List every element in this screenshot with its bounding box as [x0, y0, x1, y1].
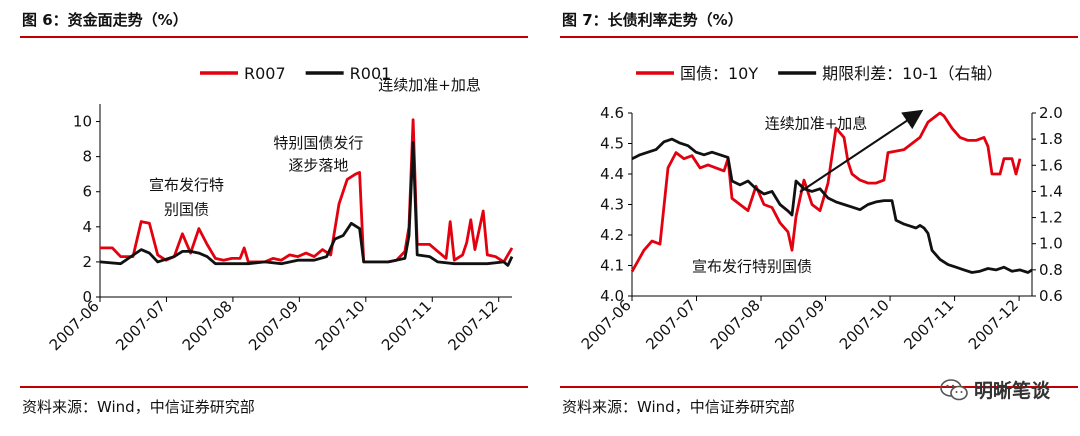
- right-x-tick-label: 2007-07: [642, 296, 699, 353]
- right-x-tick-label: 2007-08: [707, 296, 764, 353]
- right-y-right-tick-label: 1.8: [1039, 130, 1063, 148]
- right-chart-source: 资料来源：Wind，中信证券研究部: [562, 398, 795, 416]
- right-chart-panel: 图 7：长债利率走势（%） 4.0 4.1 4.2 4.3 4.4 4.5 4.6 0.6 0.…: [556, 0, 1080, 436]
- right-x-tick-label: 2007-09: [771, 296, 828, 353]
- left-legend-label-2: R001: [350, 64, 392, 83]
- right-y-right-tick-label: 2.0: [1039, 104, 1063, 122]
- left-series-line-2: [99, 141, 514, 267]
- left-y-tick-label: 0: [82, 288, 92, 306]
- right-series-line-2: [631, 137, 1033, 274]
- right-y-tick-label: 4.1: [600, 257, 624, 275]
- left-x-tick-label: 2007-12: [444, 297, 501, 354]
- right-chart-svg: 4.0 4.1 4.2 4.3 4.4 4.5 4.6 0.6 0.8 1.0 1.2 1.4 1.6 1…: [578, 64, 1063, 353]
- left-series-line-1: [100, 118, 514, 264]
- right-annotation-1: 连续加准+加息: [765, 114, 868, 132]
- left-x-tick-label: 2007-08: [179, 297, 236, 354]
- left-y-tick-label: 8: [82, 148, 92, 166]
- left-annotation-5: 别国债: [164, 201, 209, 219]
- right-trend-arrow: [799, 109, 924, 193]
- right-y-right-tick-label: 1.6: [1039, 156, 1063, 174]
- right-y-right-tick-label: 0.8: [1039, 261, 1063, 279]
- left-x-tick-label: 2007-09: [245, 297, 302, 354]
- left-y-tick-label: 10: [73, 113, 92, 131]
- left-title-divider: [20, 36, 528, 38]
- right-series-line-1: [630, 111, 1022, 273]
- left-chart-panel: 图 6：资金面走势（%） 0 2 4 6 8 10 2007-06 2007-07 2007-0…: [0, 0, 530, 436]
- right-legend-label-1: 国债：10Y: [680, 64, 758, 83]
- right-y-right-tick-label: 0.6: [1039, 287, 1063, 305]
- left-annotation-3: 逐步落地: [288, 157, 348, 175]
- right-y-right-tick-label: 1.4: [1039, 182, 1063, 200]
- left-chart-title: 图 6：资金面走势（%）: [22, 11, 188, 29]
- watermark-text: 明晰笔谈: [973, 380, 1050, 402]
- right-y-right-tick-label: 1.0: [1039, 235, 1063, 253]
- right-y-tick-label: 4.4: [600, 165, 624, 183]
- left-annotation-1: 连续加准+加息: [378, 76, 481, 94]
- right-annotation-2: 宣布发行特别国债: [692, 258, 812, 276]
- right-y-tick-label: 4.6: [600, 104, 624, 122]
- left-x-tick-label: 2007-10: [312, 297, 369, 354]
- left-chart-source: 资料来源：Wind，中信证券研究部: [22, 398, 255, 416]
- right-x-tick-label: 2007-11: [900, 296, 957, 353]
- right-y-tick-label: 4.2: [600, 226, 624, 244]
- left-annotation-4: 宣布发行特: [149, 176, 224, 194]
- right-legend-label-2: 期限利差：10-1（右轴）: [822, 64, 1002, 83]
- right-title-divider: [560, 36, 1078, 38]
- left-y-tick-label: 2: [82, 253, 92, 271]
- right-y-tick-label: 4.5: [600, 135, 624, 153]
- left-annotation-2: 特别国债发行: [273, 134, 363, 152]
- left-source-divider: [20, 386, 528, 388]
- wechat-icon: [940, 378, 968, 400]
- right-x-tick-label: 2007-12: [965, 296, 1022, 353]
- right-x-tick-label: 2007-10: [836, 296, 893, 353]
- left-y-tick-label: 6: [82, 183, 92, 201]
- right-y-right-tick-label: 1.2: [1039, 209, 1063, 227]
- right-source-divider: [560, 386, 1078, 388]
- right-chart-title: 图 7：长债利率走势（%）: [562, 11, 743, 29]
- left-x-tick-label: 2007-11: [378, 297, 435, 354]
- right-y-tick-label: 4.3: [600, 196, 624, 214]
- right-y-tick-label: 4.0: [600, 287, 624, 305]
- left-x-tick-label: 2007-07: [112, 297, 169, 354]
- left-legend-label-1: R007: [244, 64, 286, 83]
- watermark: 明晰笔谈: [940, 376, 1050, 403]
- left-x-tick-label: 2007-06: [46, 297, 103, 354]
- left-y-tick-label: 4: [82, 218, 92, 236]
